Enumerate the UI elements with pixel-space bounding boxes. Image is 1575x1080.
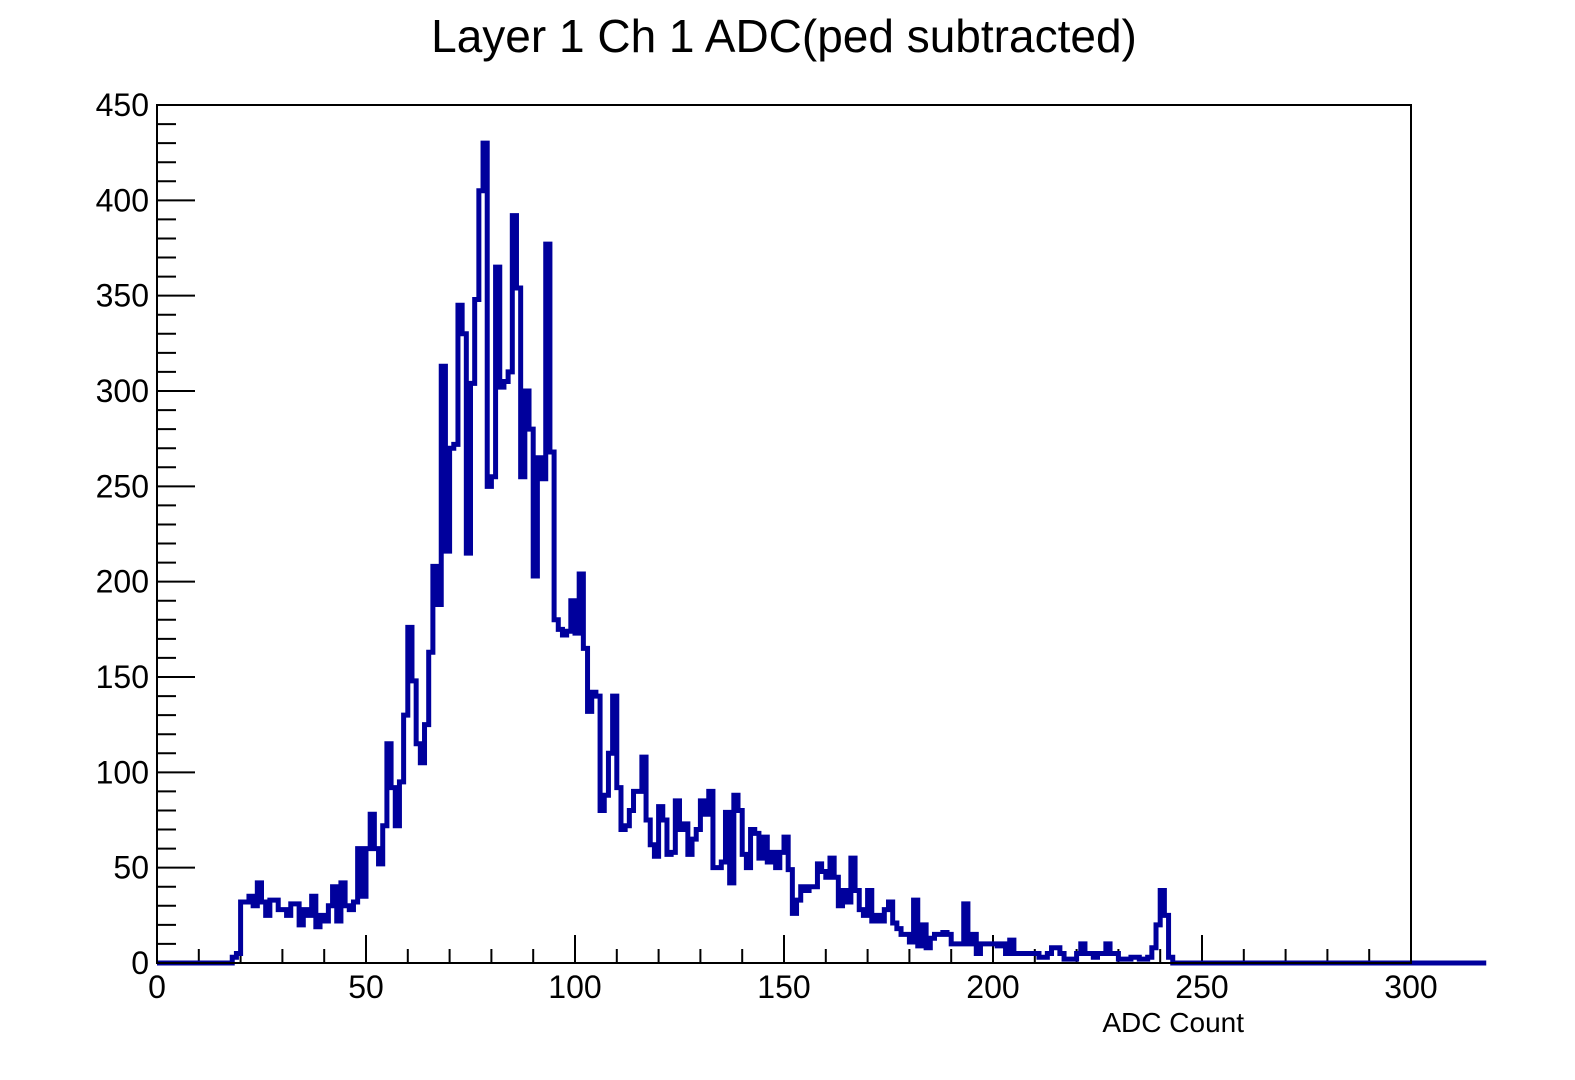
x-axis-label: ADC Count [1102,1007,1244,1038]
y-tick-label: 450 [96,87,149,123]
y-tick-label: 200 [96,564,149,600]
x-tick-label: 150 [757,969,810,1005]
x-tick-label: 100 [548,969,601,1005]
y-tick-label: 50 [113,850,149,886]
y-tick-label: 250 [96,468,149,504]
chart-title: Layer 1 Ch 1 ADC(ped subtracted) [431,10,1137,62]
x-tick-label: 200 [966,969,1019,1005]
y-tick-label: 300 [96,373,149,409]
tick-labels: 0 50 100 150 200 250 300 0 50 100 150 200 250 300 350 4… [96,87,1438,1005]
x-tick-label: 300 [1384,969,1437,1005]
y-tick-label: 400 [96,182,149,218]
x-tick-label: 250 [1175,969,1228,1005]
x-tick-label: 50 [348,969,384,1005]
y-tick-label: 0 [131,945,149,981]
x-tick-label: 0 [148,969,166,1005]
plot-frame [156,104,1412,964]
y-tick-label: 350 [96,278,149,314]
y-tick-label: 100 [96,754,149,790]
y-tick-label: 150 [96,659,149,695]
